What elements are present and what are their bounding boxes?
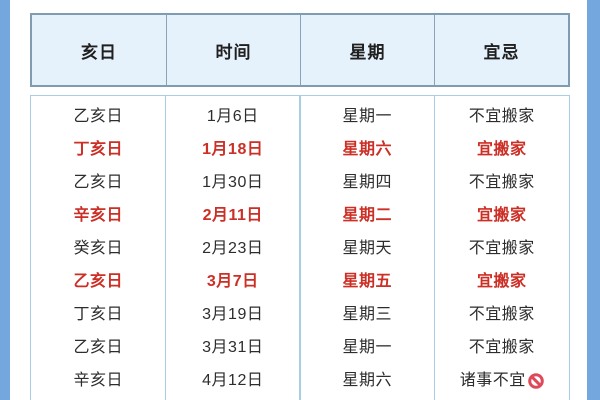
cell-advice: 诸事不宜	[435, 371, 570, 389]
cell-day: 癸亥日	[73, 239, 123, 257]
table-row: 乙亥日 3月7日 星期五 宜搬家	[31, 265, 569, 298]
table-header-row: 亥日 时间 星期 宜忌	[30, 13, 570, 87]
cell-week: 星期四	[342, 173, 392, 191]
cell-day: 丁亥日	[73, 305, 123, 323]
cell-advice: 宜搬家	[476, 272, 527, 290]
cell-advice: 不宜搬家	[468, 305, 535, 323]
cell-date: 1月6日	[206, 107, 259, 125]
table-body: 乙亥日 1月6日 星期一 不宜搬家 丁亥日 1月18日 星期六 宜搬家 乙亥日 …	[30, 95, 570, 400]
cell-day: 乙亥日	[73, 338, 123, 356]
cell-date: 3月19日	[202, 305, 264, 323]
column-header-suitability: 宜忌	[434, 15, 568, 85]
cell-day: 辛亥日	[73, 206, 123, 224]
cell-date: 4月12日	[202, 371, 264, 389]
table-row: 辛亥日 2月11日 星期二 宜搬家	[31, 199, 569, 232]
column-divider	[299, 96, 301, 400]
cell-advice: 不宜搬家	[468, 239, 535, 257]
cell-advice: 不宜搬家	[468, 173, 535, 191]
cell-week: 星期一	[342, 338, 392, 356]
column-divider	[433, 96, 435, 400]
no-entry-icon	[527, 372, 544, 389]
cell-advice: 宜搬家	[476, 206, 527, 224]
column-header-week: 星期	[300, 15, 434, 85]
table-row: 丁亥日 3月19日 星期三 不宜搬家	[31, 298, 569, 331]
cell-day: 辛亥日	[73, 371, 123, 389]
table-row: 乙亥日 1月30日 星期四 不宜搬家	[31, 166, 569, 199]
table-row: 乙亥日 1月6日 星期一 不宜搬家	[31, 100, 569, 133]
cell-date: 1月30日	[202, 173, 264, 191]
table-row: 辛亥日 4月12日 星期六 诸事不宜	[31, 364, 569, 397]
cell-date: 1月18日	[202, 140, 264, 158]
table-row: 癸亥日 2月23日 星期天 不宜搬家	[31, 232, 569, 265]
cell-week: 星期三	[342, 305, 392, 323]
cell-week: 星期五	[342, 272, 392, 290]
column-header-hai-day: 亥日	[81, 42, 117, 62]
cell-date: 2月11日	[202, 206, 263, 224]
column-divider	[164, 96, 166, 400]
cell-week: 星期天	[342, 239, 392, 257]
cell-week: 星期二	[342, 206, 392, 224]
left-decoration-bar	[0, 0, 10, 400]
cell-day: 乙亥日	[73, 272, 123, 290]
cell-advice: 不宜搬家	[468, 338, 535, 356]
cell-date: 3月31日	[202, 338, 264, 356]
right-decoration-bar	[587, 0, 600, 400]
table-row: 乙亥日 3月31日 星期一 不宜搬家	[31, 331, 569, 364]
column-header-time: 时间	[166, 15, 300, 85]
cell-week: 星期六	[342, 140, 392, 158]
table-rows: 乙亥日 1月6日 星期一 不宜搬家 丁亥日 1月18日 星期六 宜搬家 乙亥日 …	[31, 96, 569, 397]
cell-day: 乙亥日	[73, 107, 123, 125]
cell-date: 2月23日	[202, 239, 264, 257]
cell-advice-text: 诸事不宜	[459, 371, 526, 389]
cell-week: 星期六	[342, 371, 392, 389]
cell-advice: 不宜搬家	[468, 107, 535, 125]
cell-day: 丁亥日	[73, 140, 123, 158]
cell-date: 3月7日	[206, 272, 259, 290]
cell-week: 星期一	[342, 107, 392, 125]
cell-day: 乙亥日	[73, 173, 123, 191]
cell-advice: 宜搬家	[476, 140, 527, 158]
table-row: 丁亥日 1月18日 星期六 宜搬家	[31, 133, 569, 166]
